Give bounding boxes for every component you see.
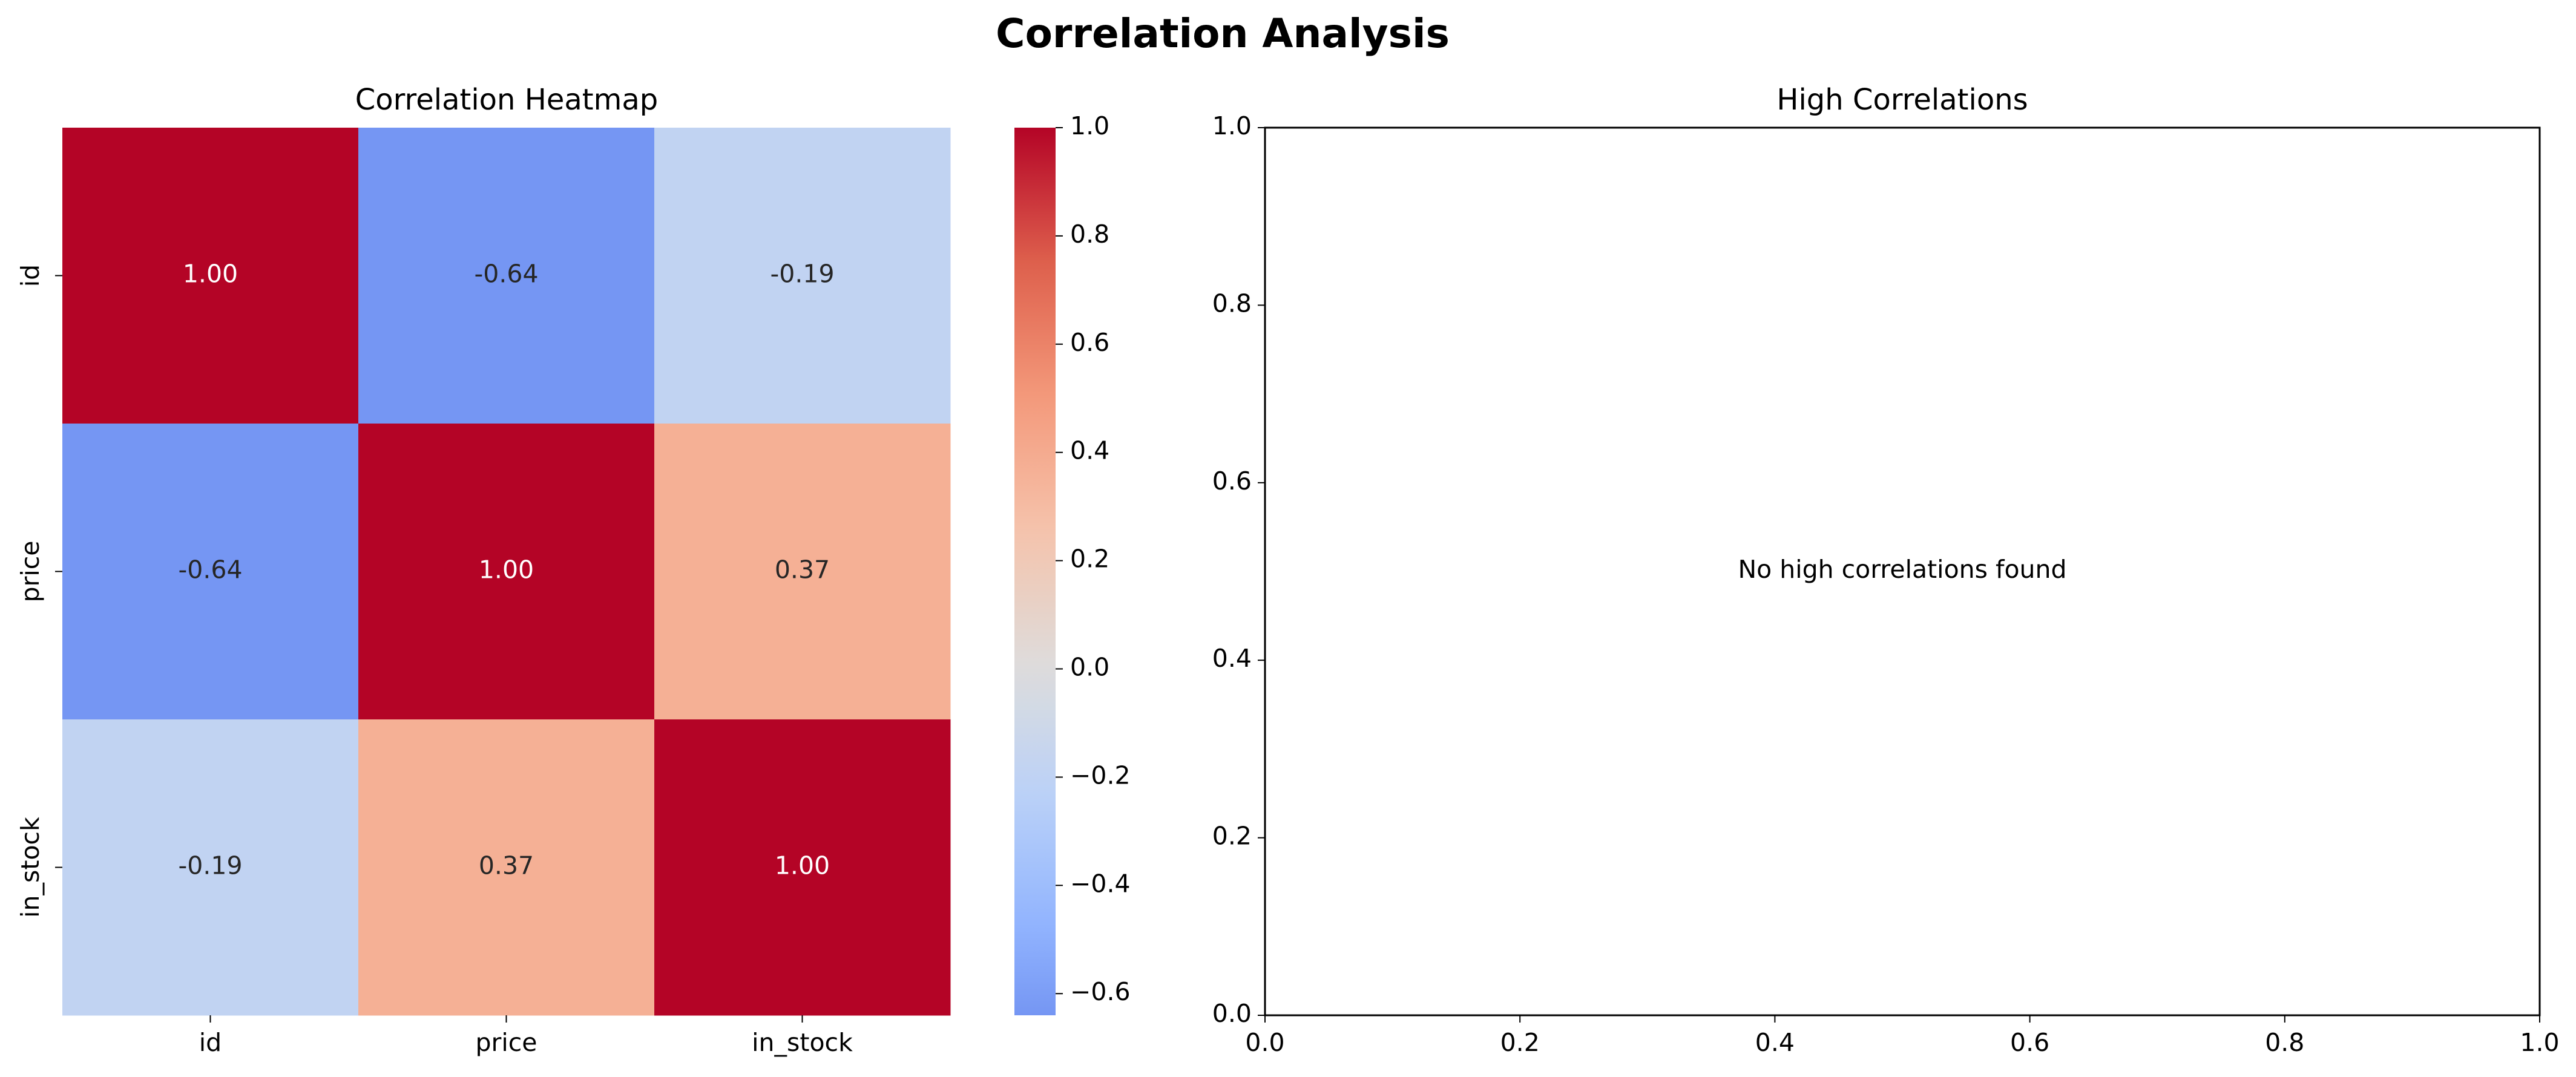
heatmap-y-ticks: id price in_stock [16,264,62,918]
high-correlations-title: High Correlations [1776,83,2028,117]
colorbar-tick-label: −0.6 [1070,977,1131,1006]
heatmap-cell-label: 0.37 [479,851,534,880]
heatmap-cell-label: -0.19 [178,851,242,880]
colorbar: 1.0 0.8 0.6 0.4 0.2 0.0 −0.2 −0.4 −0.6 [1014,111,1131,1015]
figure-title: Correlation Analysis [996,10,1450,57]
high-correlations-x-tick-label: 0.8 [2265,1028,2304,1057]
heatmap-panel: Correlation Heatmap 1.00 -0.64 -0.19-0.64 1… [16,83,951,1057]
high-correlations-panel: High Correlations 0.0 0.2 0.4 0.6 0.8 1.0 0.0… [1212,83,2560,1057]
heatmap-x-tick-label: price [475,1028,537,1057]
colorbar-ticks: 1.0 0.8 0.6 0.4 0.2 0.0 −0.2 −0.4 −0.6 [1056,111,1131,1006]
high-correlations-x-tick-label: 0.6 [2010,1028,2049,1057]
high-correlations-y-tick-label: 0.8 [1212,289,1252,318]
high-correlations-y-ticks: 0.0 0.2 0.4 0.6 0.8 1.0 [1212,111,1265,1028]
heatmap-y-tick-label: id [16,264,45,287]
high-correlations-x-tick-label: 1.0 [2520,1028,2559,1057]
heatmap-cells: 1.00 -0.64 -0.19 -0.64 1.00 0.37 -0.19 0.37 1.00 [62,128,951,1016]
heatmap-y-tick-label: price [16,540,45,602]
no-correlations-annotation: No high correlations found [1738,555,2066,584]
high-correlations-y-tick-label: 0.6 [1212,466,1252,496]
colorbar-tick-label: −0.2 [1070,761,1131,790]
heatmap-cell [358,719,655,1016]
colorbar-tick-label: 0.2 [1070,545,1109,574]
heatmap-cell [358,424,655,720]
colorbar-tick-label: 0.8 [1070,220,1109,249]
heatmap-cell-label: 0.37 [775,555,830,584]
high-correlations-y-tick-label: 0.2 [1212,822,1252,851]
colorbar-tick-label: 1.0 [1070,111,1109,140]
high-correlations-y-tick-label: 0.0 [1212,999,1252,1028]
heatmap-cell-label: -0.19 [770,260,834,289]
colorbar-tick-label: 0.4 [1070,436,1109,465]
high-correlations-x-tick-label: 0.4 [1755,1028,1795,1057]
heatmap-cell-label: 1.00 [479,555,534,584]
high-correlations-y-tick-label: 0.4 [1212,644,1252,673]
heatmap-title: Correlation Heatmap [355,83,658,117]
heatmap-x-tick-label: id [199,1028,222,1057]
heatmap-cell [654,128,951,424]
heatmap-cell [358,128,655,424]
high-correlations-x-ticks: 0.0 0.2 0.4 0.6 0.8 1.0 [1245,1015,2560,1057]
heatmap-cell-label: -0.64 [178,555,242,584]
heatmap-cell [654,719,951,1016]
colorbar-tick-label: 0.0 [1070,653,1109,682]
heatmap-cell-label: -0.64 [474,260,538,289]
colorbar-gradient [1014,128,1056,1015]
heatmap-x-tick-label: in_stock [752,1028,853,1057]
heatmap-x-ticks: id price in_stock [199,1015,853,1057]
high-correlations-x-tick-label: 0.0 [1245,1028,1284,1057]
heatmap-y-tick-label: in_stock [16,817,45,918]
high-correlations-y-tick-label: 1.0 [1212,111,1252,140]
high-correlations-x-tick-label: 0.2 [1500,1028,1540,1057]
colorbar-tick-label: 0.6 [1070,328,1109,357]
heatmap-cell-label: 1.00 [183,260,238,289]
heatmap-cell [654,424,951,720]
heatmap-cell [62,424,359,720]
heatmap-cell-label: 1.00 [775,851,830,880]
high-correlations-axes-frame [1264,126,2541,1016]
heatmap-cell [62,719,359,1016]
colorbar-tick-label: −0.4 [1070,869,1131,898]
heatmap-cell [62,128,359,424]
